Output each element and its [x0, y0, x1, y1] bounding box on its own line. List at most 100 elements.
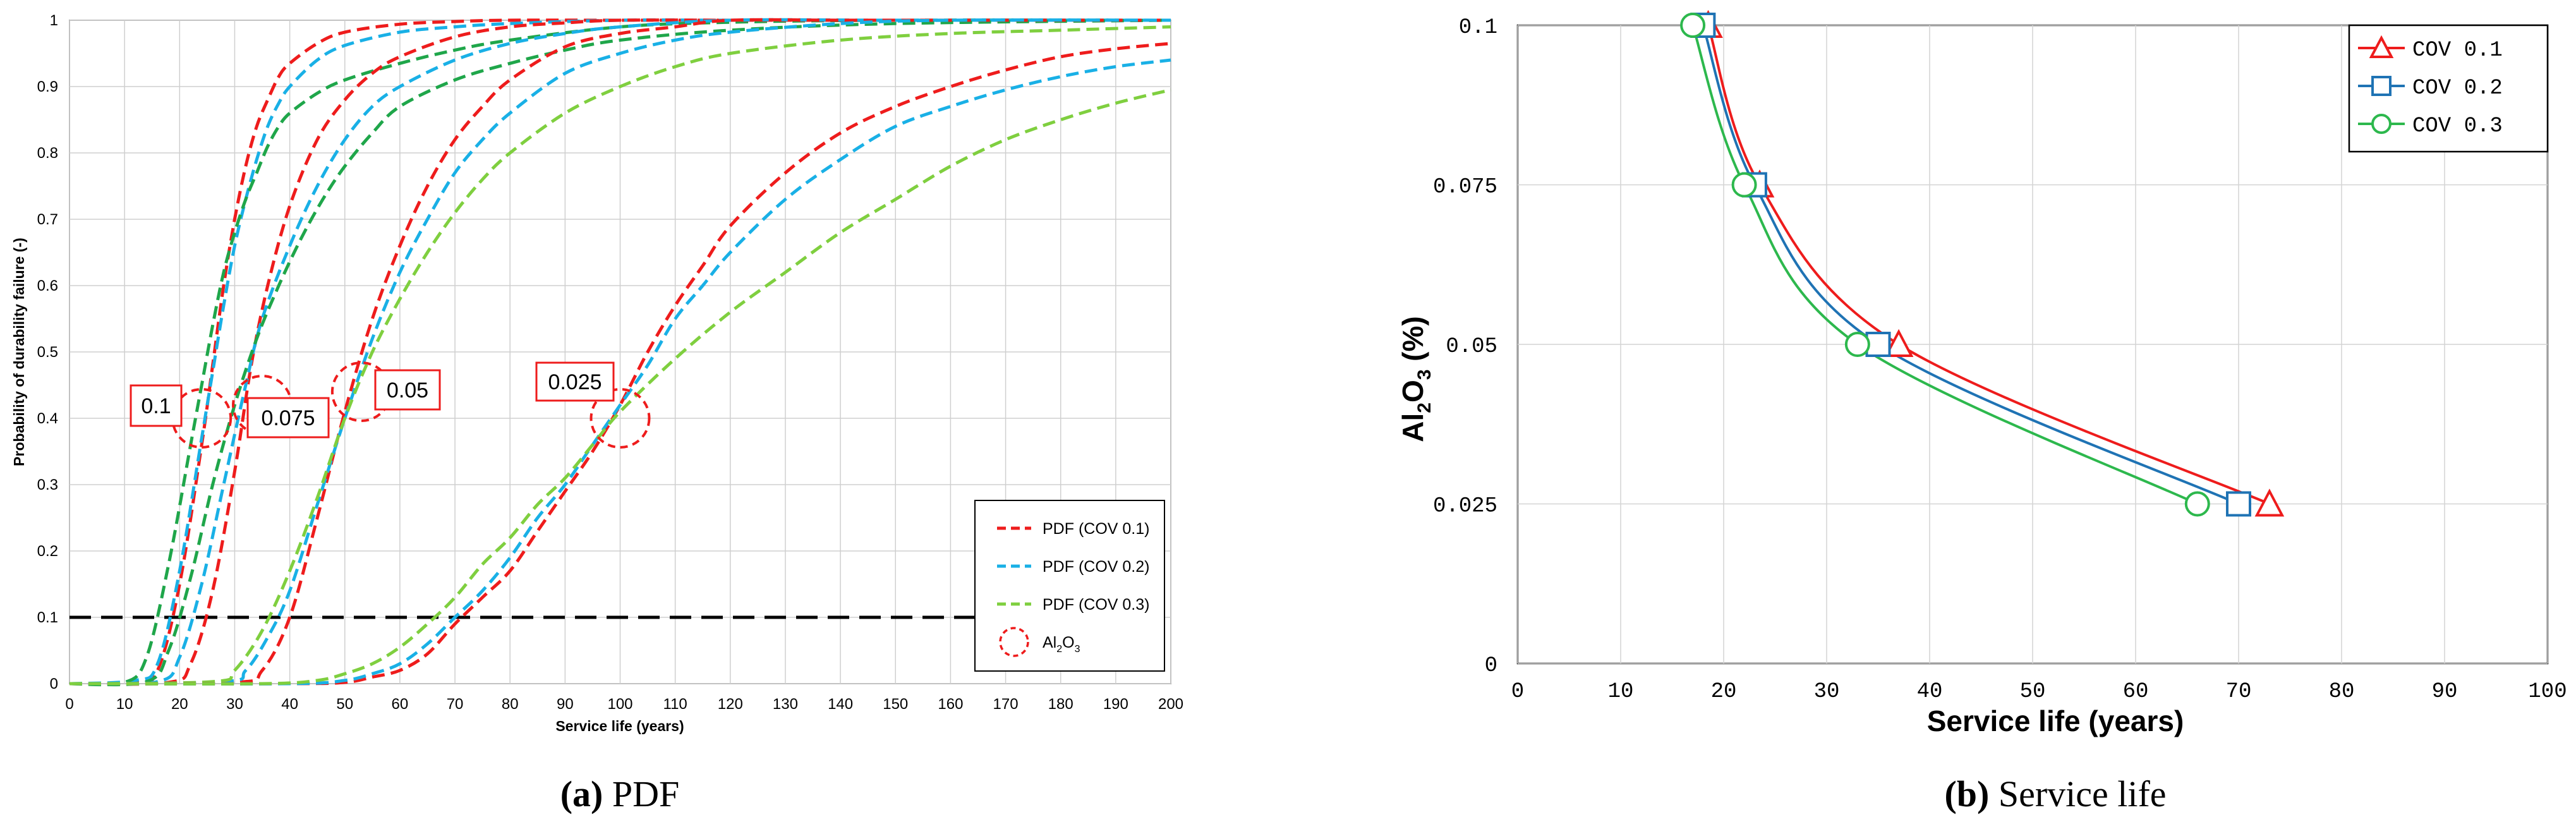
panel-a-caption: (a) PDF — [560, 773, 680, 814]
service-life-x-tick-label: 30 — [1814, 680, 1840, 704]
pdf-y-tick-label: 0 — [50, 675, 58, 693]
annotation-label: 0.1 — [141, 394, 171, 418]
pdf-x-tick-label: 200 — [1158, 696, 1183, 713]
pdf-legend-label: Al2O3 — [1043, 634, 1080, 655]
pdf-series-line — [69, 18, 1171, 686]
pdf-x-tick-label: 100 — [607, 696, 632, 713]
pdf-x-tick-label: 20 — [171, 696, 188, 713]
pdf-y-tick-label: 0.9 — [37, 78, 58, 95]
service-life-x-tick-label: 20 — [1711, 680, 1737, 704]
pdf-y-tick-label: 0.4 — [37, 410, 58, 427]
service-life-chart-panel: 0 10 20 30 40 50 60 70 80 90 100 0 0.025 0.05 0.075 0.… — [1396, 9, 2567, 814]
pdf-series-line — [69, 18, 1171, 687]
service-life-series — [1680, 9, 2285, 517]
pdf-legend-label: PDF (COV 0.3) — [1043, 596, 1149, 614]
pdf-series-line — [69, 18, 1171, 686]
service-life-x-tick-label: 40 — [1917, 680, 1943, 704]
annotation-box — [374, 369, 441, 411]
service-life-x-tick-label: 90 — [2432, 680, 2458, 704]
service-life-x-tick-label: 70 — [2226, 680, 2252, 704]
annotation-label: 0.025 — [548, 370, 602, 394]
pdf-legend: PDF (COV 0.1) PDF (COV 0.2) PDF (COV 0.3) A… — [974, 500, 1165, 672]
service-life-legend-label: COV 0.2 — [2412, 76, 2503, 100]
pdf-y-tick-label: 0.8 — [37, 145, 58, 162]
pdf-x-tick-label: 80 — [502, 696, 519, 713]
pdf-x-axis-label: Service life (years) — [555, 718, 684, 734]
annotation-box — [130, 384, 183, 427]
pdf-x-tick-label: 90 — [557, 696, 574, 713]
pdf-y-tick-labels: 0 0.1 0.2 0.3 0.4 0.5 0.6 0.7 0.8 0.9 1 — [37, 12, 58, 693]
pdf-x-tick-label: 60 — [392, 696, 409, 713]
annotation-label: 0.05 — [387, 378, 428, 402]
pdf-x-tick-label: 180 — [1048, 696, 1073, 713]
pdf-legend-label: PDF (COV 0.2) — [1043, 558, 1149, 576]
service-life-y-tick-label: 0.05 — [1446, 335, 1497, 359]
annotation-box — [535, 361, 615, 402]
al2o3-annotations: 0.1 0.075 0.05 0.025 — [130, 361, 651, 449]
pdf-x-tick-label: 110 — [663, 696, 687, 713]
service-life-y-tick-label: 0.075 — [1433, 176, 1497, 200]
service-life-y-tick-label: 0 — [1485, 654, 1497, 678]
annotation-label: 0.075 — [261, 406, 315, 430]
al2o3-marker-circle — [590, 388, 651, 449]
service-life-x-tick-label: 100 — [2528, 680, 2567, 704]
circle-marker — [1680, 13, 1706, 38]
pdf-x-tick-label: 70 — [447, 696, 464, 713]
triangle-marker — [1884, 329, 1914, 357]
pdf-y-tick-label: 1 — [50, 12, 58, 29]
square-marker — [2226, 491, 2251, 517]
pdf-x-tick-label: 50 — [336, 696, 353, 713]
pdf-x-tick-label: 160 — [938, 696, 963, 713]
pdf-series-line — [69, 88, 1171, 686]
pdf-y-tick-label: 0.1 — [37, 609, 58, 626]
pdf-series-line — [69, 58, 1171, 686]
service-life-y-axis-label: Al2O3 (%) — [1396, 316, 1435, 442]
service-life-legend-label: COV 0.1 — [2412, 39, 2503, 63]
service-life-x-tick-label: 0 — [1511, 680, 1524, 704]
pdf-y-tick-label: 0.7 — [37, 211, 58, 228]
pdf-x-tick-labels: 0 10 20 30 40 50 60 70 80 90 100 110 120 130 140 150 160… — [65, 696, 1183, 713]
pdf-x-tick-label: 190 — [1103, 696, 1128, 713]
service-life-x-tick-labels: 0 10 20 30 40 50 60 70 80 90 100 — [1511, 680, 2567, 704]
pdf-x-tick-label: 10 — [116, 696, 133, 713]
service-life-x-tick-label: 50 — [2020, 680, 2046, 704]
service-life-series-line — [1691, 25, 2198, 505]
pdf-y-tick-label: 0.6 — [37, 277, 58, 294]
pdf-x-tick-label: 130 — [773, 696, 798, 713]
panel-b-caption: (b) Service life — [1944, 773, 2166, 814]
service-life-x-tick-label: 10 — [1608, 680, 1634, 704]
pdf-y-tick-label: 0.2 — [37, 543, 58, 560]
pdf-x-tick-label: 150 — [883, 696, 908, 713]
circle-marker — [1844, 332, 1870, 357]
service-life-series-line — [1707, 25, 2270, 505]
pdf-x-tick-label: 170 — [993, 696, 1019, 713]
pdf-chart-panel: 0 10 20 30 40 50 60 70 80 90 100 110 120 130 140 150 160… — [11, 12, 1183, 814]
service-life-y-tick-label: 0.1 — [1459, 16, 1497, 40]
service-life-x-axis-label: Service life (years) — [1927, 705, 2184, 737]
pdf-x-tick-label: 40 — [281, 696, 298, 713]
pdf-series-lines — [69, 18, 1171, 687]
service-life-legend: COV 0.1 COV 0.2 COV 0.3 — [2348, 24, 2549, 153]
service-life-y-tick-label: 0.025 — [1433, 495, 1497, 519]
pdf-y-tick-label: 0.3 — [37, 476, 58, 493]
circle-marker — [1731, 172, 1757, 198]
circle-marker — [2371, 114, 2392, 134]
triangle-marker — [2369, 35, 2394, 58]
pdf-y-tick-label: 0.5 — [37, 344, 58, 361]
pdf-legend-circle-swatch — [999, 627, 1029, 657]
service-life-legend-label: COV 0.3 — [2412, 114, 2503, 138]
pdf-x-tick-label: 30 — [226, 696, 243, 713]
pdf-x-tick-label: 0 — [65, 696, 73, 713]
service-life-y-tick-labels: 0 0.025 0.05 0.075 0.1 — [1433, 16, 1497, 678]
circle-marker — [2184, 491, 2210, 517]
pdf-legend-label: PDF (COV 0.1) — [1043, 520, 1149, 538]
annotation-box — [246, 397, 330, 439]
service-life-x-tick-label: 80 — [2329, 680, 2355, 704]
square-marker — [2371, 76, 2392, 96]
pdf-series-line — [69, 18, 1171, 686]
pdf-x-tick-label: 140 — [828, 696, 853, 713]
service-life-series-line — [1702, 25, 2239, 505]
service-life-x-tick-label: 60 — [2123, 680, 2149, 704]
pdf-series-line — [69, 25, 1171, 686]
pdf-legend-box — [974, 500, 1165, 672]
